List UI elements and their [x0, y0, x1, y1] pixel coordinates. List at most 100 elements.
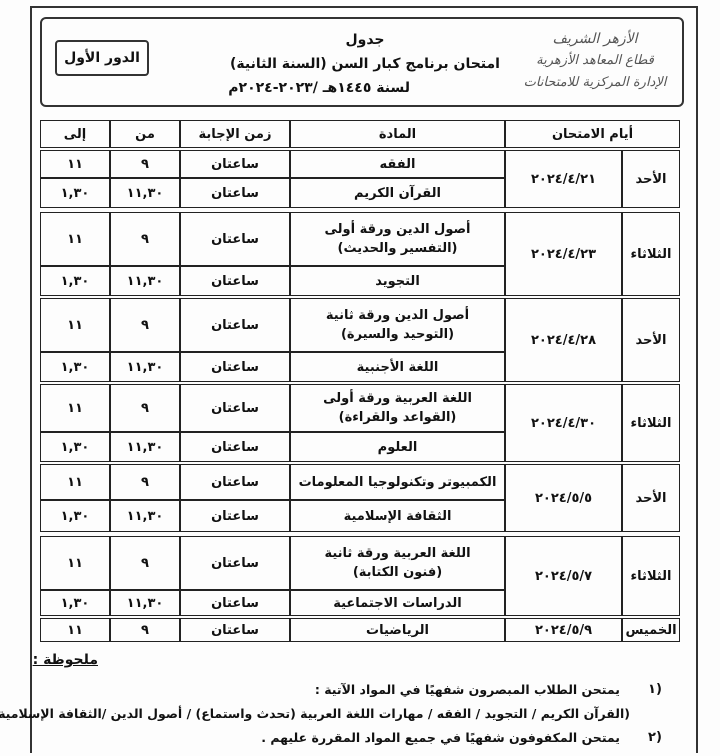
round: الدور الأول [64, 50, 140, 66]
subject-line: (فنون الكتابة) [352, 565, 443, 580]
page-border [30, 6, 698, 753]
subtitle: امتحان برنامج كبار السن (السنة الثانية) [230, 56, 500, 72]
from-time: ١١,٣٠ [110, 178, 180, 208]
day: الثلاثاء [622, 212, 680, 296]
subject: التجويد [290, 266, 505, 296]
day: الثلاثاء [622, 384, 680, 462]
date: ٢٠٢٤/٤/٣٠ [505, 384, 622, 462]
logo-line: الإدارة المركزية للامتحانات [523, 75, 667, 90]
date: ٢٠٢٤/٤/٢١ [505, 150, 622, 208]
to-time: ١١ [40, 212, 110, 266]
subject: الفقه [290, 150, 505, 178]
duration: ساعتان [180, 590, 290, 616]
duration: ساعتان [180, 384, 290, 432]
subject-line: الفقه [379, 156, 416, 172]
subject: الدراسات الاجتماعية [290, 590, 505, 616]
header-box [40, 17, 684, 107]
to-time: ١١ [40, 150, 110, 178]
subject: القرآن الكريم [290, 178, 505, 208]
round-box: الدور الأول [55, 40, 149, 76]
subject-line: التجويد [375, 273, 420, 289]
from-time: ٩ [110, 150, 180, 178]
note-line: يمتحن المكفوفون شفهيًا في جميع المواد ال… [261, 730, 620, 745]
date: ٢٠٢٤/٥/٥ [505, 464, 622, 532]
duration: ساعتان [180, 432, 290, 462]
subject-line: أصول الدين ورقة ثانية [325, 308, 470, 323]
from-time: ٩ [110, 384, 180, 432]
subject: الكمبيوتر وتكنولوجيا المعلومات [290, 464, 505, 500]
to-time: ١١ [40, 464, 110, 500]
duration: ساعتان [180, 500, 290, 532]
day: الأحد [622, 150, 680, 208]
subject-line: اللغة الأجنبية [356, 359, 439, 375]
duration: ساعتان [180, 178, 290, 208]
day: الخميس [622, 618, 680, 642]
to-time: ١١ [40, 384, 110, 432]
note-line: يمتحن الطلاب المبصرون شفهيًا في المواد ا… [314, 682, 620, 697]
from-time: ١١,٣٠ [110, 500, 180, 532]
to-time: ١,٣٠ [40, 432, 110, 462]
subject-line: الرياضيات [366, 622, 430, 638]
from-time: ١١,٣٠ [110, 266, 180, 296]
subject-line: (القواعد والقراءة) [338, 410, 457, 425]
subject-line: اللغة العربية ورقة ثانية [324, 546, 471, 561]
date: ٢٠٢٤/٥/٩ [505, 618, 622, 642]
to-time: ١,٣٠ [40, 590, 110, 616]
day: الأحد [622, 464, 680, 532]
subject-line: (التفسير والحديث) [337, 241, 458, 256]
from-time: ٩ [110, 536, 180, 590]
subject: الرياضيات [290, 618, 505, 642]
duration: ساعتان [180, 352, 290, 382]
logo: الأزهر الشريف قطاع المعاهد الأزهرية الإدار… [520, 28, 670, 94]
subject: اللغة العربية ورقة ثانية (فنون الكتابة) [290, 536, 505, 590]
subject-line: الدراسات الاجتماعية [333, 595, 462, 611]
date: ٢٠٢٤/٤/٢٨ [505, 298, 622, 382]
from-time: ١١,٣٠ [110, 432, 180, 462]
subject: العلوم [290, 432, 505, 462]
to-time: ١,٣٠ [40, 352, 110, 382]
subject-line: أصول الدين ورقة أولى [324, 222, 471, 237]
note-number: ٢) [648, 730, 662, 745]
title: جدول [345, 32, 385, 48]
from-time: ٩ [110, 618, 180, 642]
to-time: ١,٣٠ [40, 178, 110, 208]
column-header: أيام الامتحان [505, 120, 680, 148]
duration: ساعتان [180, 464, 290, 500]
duration: ساعتان [180, 150, 290, 178]
to-time: ١١ [40, 618, 110, 642]
duration: ساعتان [180, 298, 290, 352]
subject: الثقافة الإسلامية [290, 500, 505, 532]
subject-line: الثقافة الإسلامية [343, 508, 452, 524]
subject-line: اللغة العربية ورقة أولى [323, 391, 472, 406]
note-number: ١) [648, 682, 662, 697]
from-time: ٩ [110, 212, 180, 266]
subject: أصول الدين ورقة أولى (التفسير والحديث) [290, 212, 505, 266]
day: الثلاثاء [622, 536, 680, 616]
to-time: ١,٣٠ [40, 266, 110, 296]
subject-line: العلوم [377, 439, 418, 455]
duration: ساعتان [180, 618, 290, 642]
duration: ساعتان [180, 212, 290, 266]
notes-heading: ملحوظة : [32, 652, 98, 668]
date: ٢٠٢٤/٥/٧ [505, 536, 622, 616]
date: ٢٠٢٤/٤/٢٣ [505, 212, 622, 296]
from-time: ٩ [110, 298, 180, 352]
column-header: زمن الإجابة [180, 120, 290, 148]
subject: اللغة العربية ورقة أولى (القواعد والقراءة… [290, 384, 505, 432]
duration: ساعتان [180, 536, 290, 590]
subject-line: القرآن الكريم [354, 185, 441, 201]
column-header: المادة [290, 120, 505, 148]
column-header: إلى [40, 120, 110, 148]
column-header: من [110, 120, 180, 148]
to-time: ١,٣٠ [40, 500, 110, 532]
subject-line: (التوحيد والسيرة) [340, 327, 455, 342]
from-time: ١١,٣٠ [110, 352, 180, 382]
from-time: ١١,٣٠ [110, 590, 180, 616]
duration: ساعتان [180, 266, 290, 296]
logo-line: قطاع المعاهد الأزهرية [536, 53, 654, 68]
logo-line: الأزهر الشريف [552, 31, 638, 47]
to-time: ١١ [40, 298, 110, 352]
from-time: ٩ [110, 464, 180, 500]
day: الأحد [622, 298, 680, 382]
